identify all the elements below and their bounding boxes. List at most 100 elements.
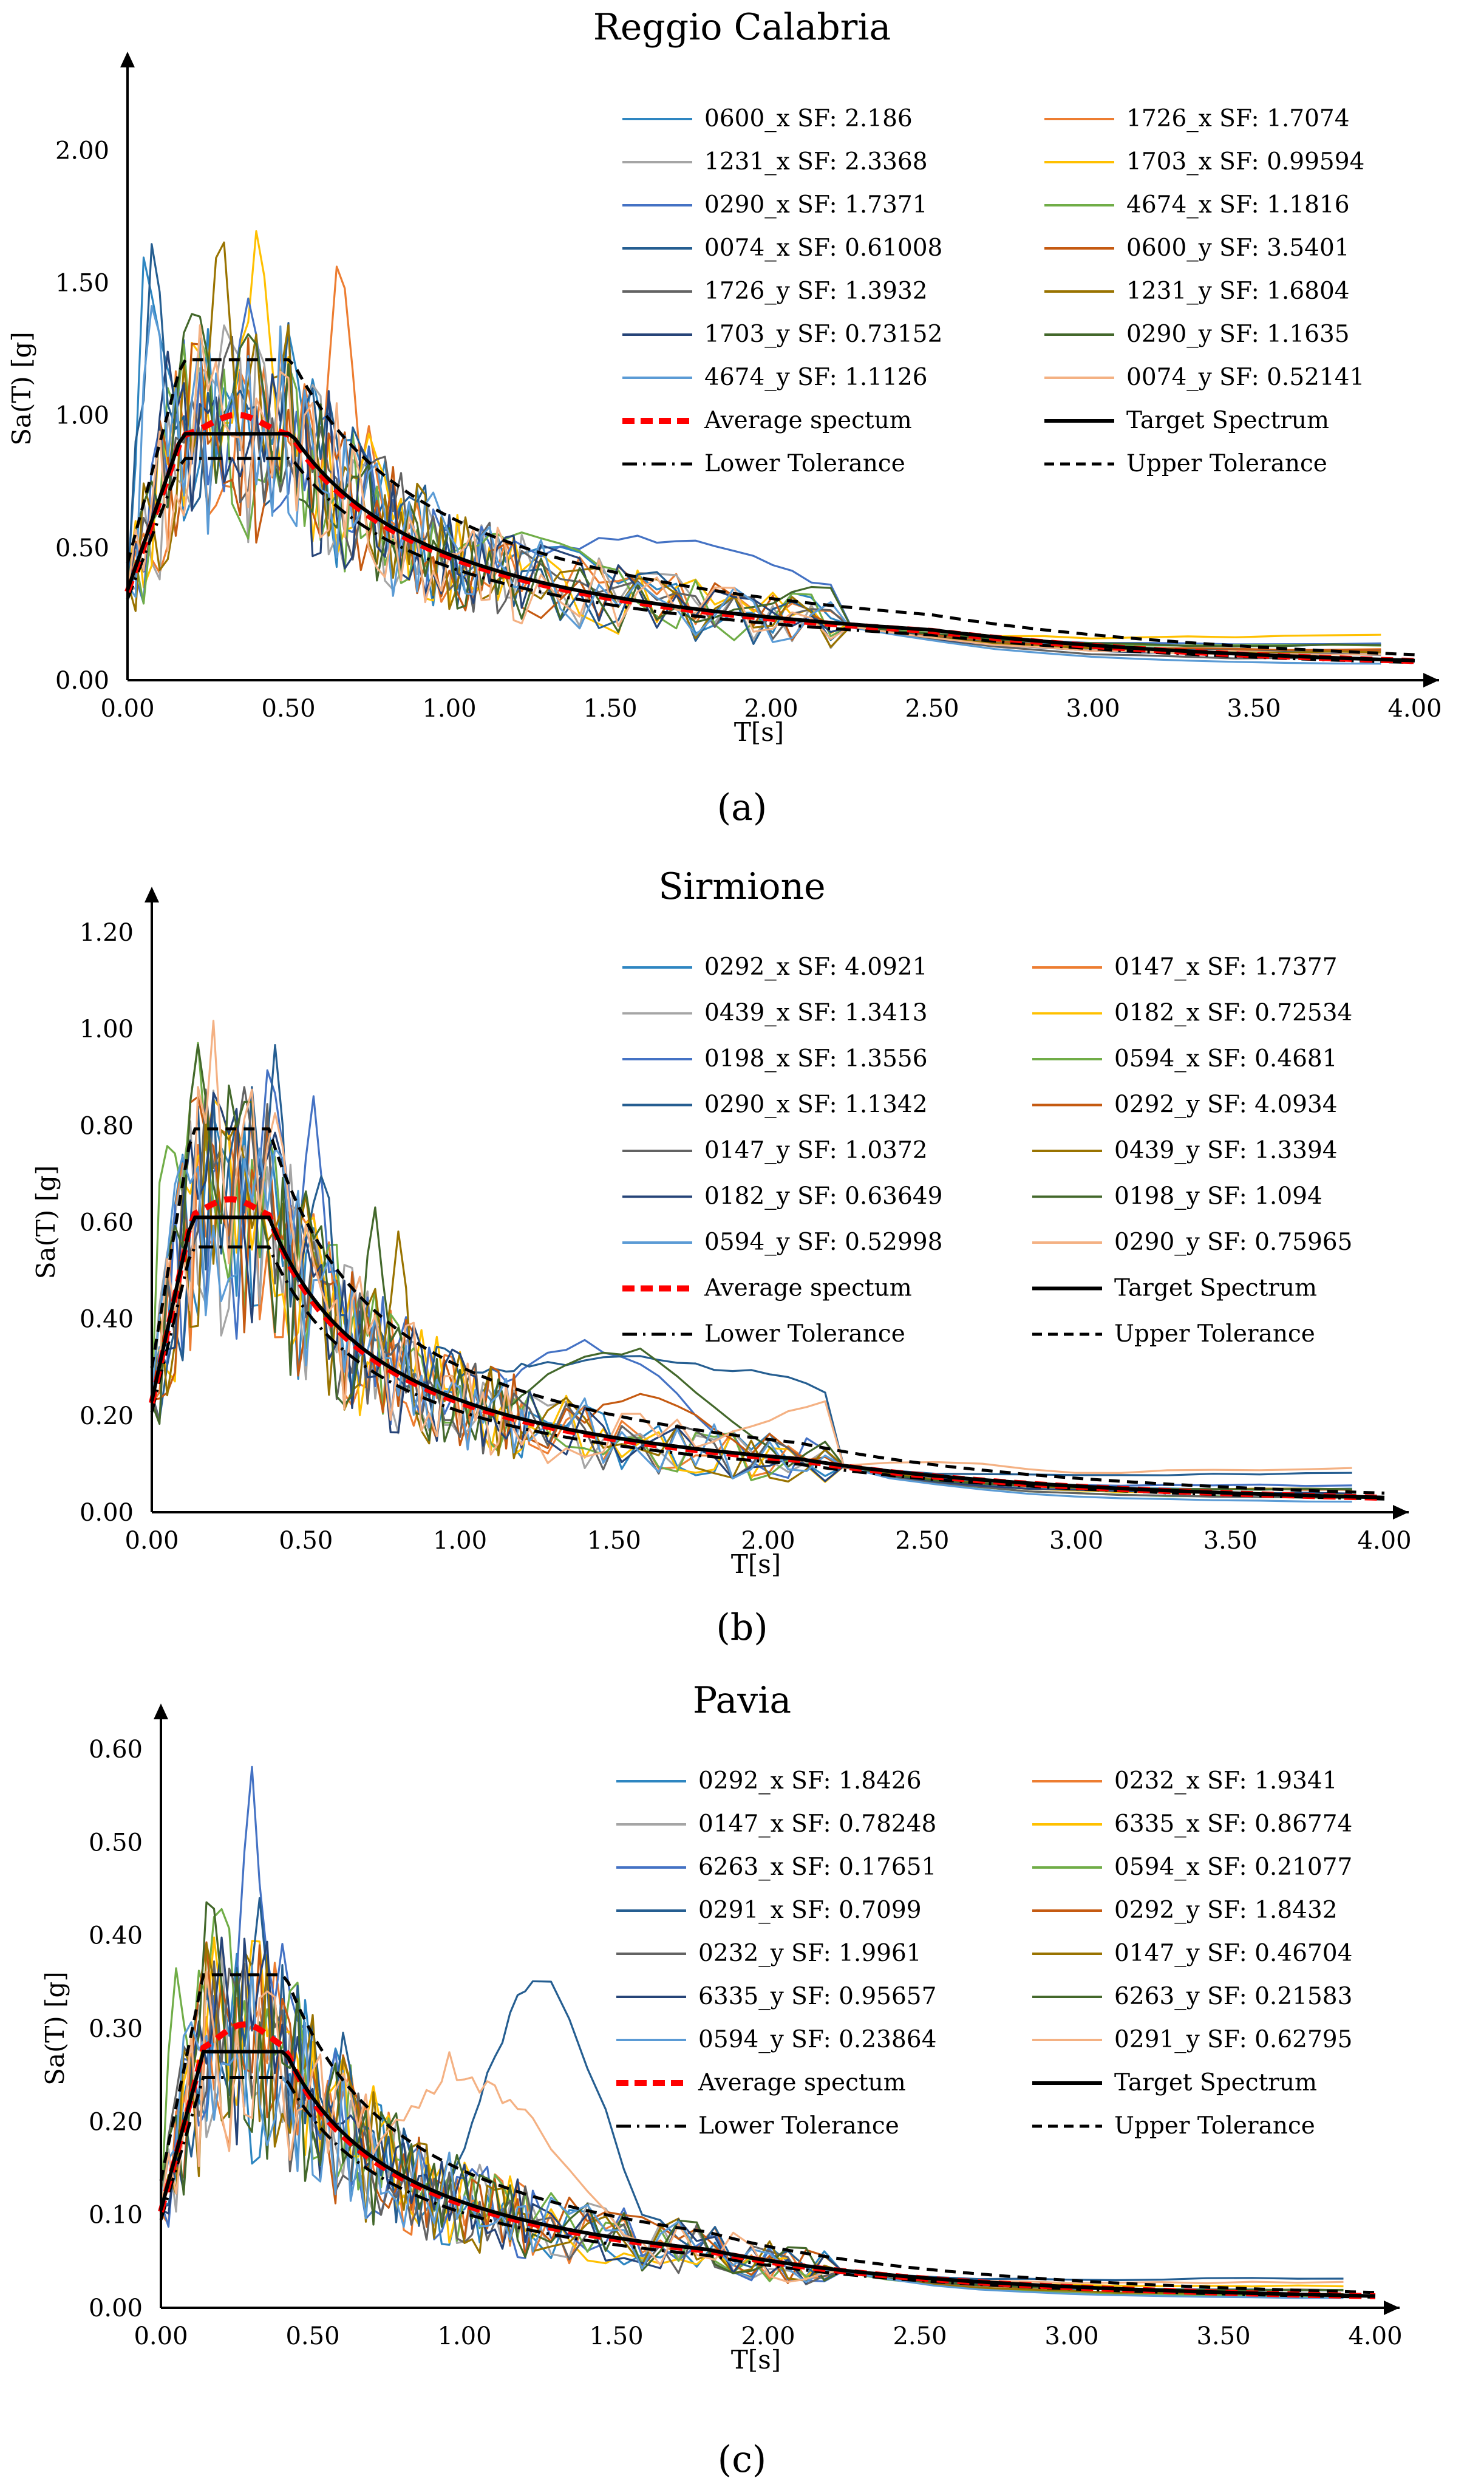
legend-entry: 1231_y SF: 1.6804 [1126,278,1350,305]
target-spectrum-line [150,1215,1385,1499]
legend-entry: 0594_y SF: 0.52998 [704,1229,942,1256]
y-tick-label: 0.50 [89,1829,143,1857]
legend-entry: 0198_y SF: 1.094 [1114,1183,1322,1210]
legend-entry: 0600_y SF: 3.5401 [1126,234,1350,262]
x-tick-label: 0.00 [100,695,154,723]
y-tick-label: 0.00 [80,1499,134,1527]
x-axis-label: T[s] [731,1549,781,1579]
legend-entry: Upper Tolerance [1114,2112,1315,2140]
x-tick-label: 4.00 [1387,695,1441,723]
x-tick-label: 4.00 [1357,1527,1411,1555]
plot-area: 0.00 0.50 1.00 1.50 2.00 2.50 3.00 3.50 4.00 0.00… [7,52,1442,747]
legend-entry: 0147_x SF: 0.78248 [698,1810,936,1838]
legend-entry: 0292_y SF: 4.0934 [1114,1091,1338,1119]
legend-entry: Lower Tolerance [704,1320,905,1348]
y-tick-label: 1.20 [80,919,134,947]
series-line [151,1043,1352,1491]
legend-entry: Lower Tolerance [698,2112,899,2140]
y-axis-arrow [154,1704,168,1719]
legend-entry: 0600_x SF: 2.186 [704,105,913,132]
x-tick-label: 0.00 [124,1527,179,1555]
legend-entry: 0074_x SF: 0.61008 [704,234,942,262]
series-line [160,1964,1344,2299]
legend-entry: Target Spectrum [1114,2069,1317,2096]
y-tick-label: 0.30 [89,2015,143,2043]
x-axis-arrow [1423,673,1439,687]
lower-tolerance-line [159,2076,1376,2299]
legend-entry: 4674_y SF: 1.1126 [704,364,928,391]
x-tick-label: 0.50 [285,2322,339,2350]
y-tick-label: 0.40 [89,1922,143,1950]
legend-entry: 0292_y SF: 1.8432 [1114,1897,1338,1924]
legend-entry: 0292_x SF: 4.0921 [704,953,928,981]
upper-tolerance-line [159,1973,1376,2294]
legend-entry: 0290_y SF: 1.1635 [1126,321,1350,348]
legend-entry: 6335_x SF: 0.86774 [1114,1810,1352,1838]
upper-tolerance-line [150,1127,1385,1495]
legend-entry: 1703_y SF: 0.73152 [704,321,942,348]
x-tick-label: 1.50 [583,695,637,723]
y-tick-label: 0.60 [80,1209,134,1237]
x-tick-label: 2.50 [893,2322,947,2350]
y-tick-label: 0.00 [55,667,109,695]
series-line [160,1936,1344,2288]
x-tick-label: 0.00 [134,2322,188,2350]
y-tick-label: 0.40 [80,1306,134,1334]
x-tick-label: 1.00 [433,1527,487,1555]
legend-entry: 0594_y SF: 0.23864 [698,2026,936,2053]
series-line [151,1044,1352,1476]
legend-entry: 0290_x SF: 1.7371 [704,191,928,219]
legend-entry: 0594_x SF: 0.21077 [1114,1854,1352,1881]
series-line [126,313,1381,647]
legend-entry: 0232_y SF: 1.9961 [698,1940,922,1967]
legend-entry: 4674_x SF: 1.1816 [1126,191,1350,219]
legend-entry: 1231_x SF: 2.3368 [704,148,928,176]
legend-entry: 0147_y SF: 0.46704 [1114,1940,1352,1967]
legend-entry: 0147_y SF: 1.0372 [704,1137,928,1164]
legend-entry: 0182_y SF: 0.63649 [704,1183,942,1210]
chart-title: Sirmione [658,865,825,908]
legend: 0292_x SF: 4.0921 0147_x SF: 1.7377 0439_x… [622,953,1352,1348]
y-axis-arrow [120,52,135,67]
y-axis-label: Sa(T) [g] [40,1971,70,2086]
x-axis-arrow [1384,2301,1400,2315]
x-tick-label: 0.50 [261,695,315,723]
plot-area: 0.00 0.50 1.00 1.50 2.00 2.50 3.00 3.50 4.00 0.00… [40,1704,1403,2375]
legend-entry: 6335_y SF: 0.95657 [698,1983,936,2010]
legend-entry: Lower Tolerance [704,450,905,477]
plot-area: 0.00 0.50 1.00 1.50 2.00 2.50 3.00 3.50 4.00 0.00… [31,887,1412,1579]
legend: 0292_x SF: 1.8426 0232_x SF: 1.9341 0147_x… [616,1767,1352,2140]
legend-entry: 0291_y SF: 0.62795 [1114,2026,1352,2053]
x-axis-arrow [1393,1505,1409,1520]
panel-pavia: Pavia 0.00 0.50 1.00 1.50 2.00 2.50 3.00 3.50 4.… [40,1679,1403,2481]
target-spectrum-line [159,2050,1376,2298]
x-tick-label: 3.00 [1049,1527,1103,1555]
legend-entry: 0232_x SF: 1.9341 [1114,1767,1338,1795]
series-line [126,350,1381,656]
x-tick-label: 2.00 [741,1527,795,1555]
x-tick-label: 3.50 [1227,695,1281,723]
legend-entry: 0439_y SF: 1.3394 [1114,1137,1338,1164]
legend-entry: 0182_x SF: 0.72534 [1114,1000,1352,1027]
legend-entry: Target Spectrum [1126,407,1329,434]
x-tick-label: 2.00 [744,695,798,723]
x-tick-label: 1.50 [589,2322,643,2350]
x-tick-label: 3.50 [1196,2322,1250,2350]
target-spectrum-line [126,432,1415,663]
legend-entry: 0594_x SF: 0.4681 [1114,1045,1338,1073]
x-axis-label: T[s] [734,717,784,747]
y-axis-arrow [145,887,159,902]
y-tick-label: 0.50 [55,534,109,562]
y-tick-label: 0.10 [89,2202,143,2229]
y-tick-label: 1.00 [55,402,109,430]
series-line [151,1020,1352,1474]
y-tick-label: 0.20 [80,1402,134,1430]
panel-label: (c) [718,2438,766,2481]
x-tick-label: 1.00 [422,695,476,723]
x-tick-label: 2.50 [895,1527,949,1555]
y-tick-label: 0.20 [89,2108,143,2136]
legend-entry: 0439_x SF: 1.3413 [704,1000,928,1027]
legend-entry: 1726_y SF: 1.3932 [704,278,928,305]
y-tick-label: 0.00 [89,2294,143,2322]
